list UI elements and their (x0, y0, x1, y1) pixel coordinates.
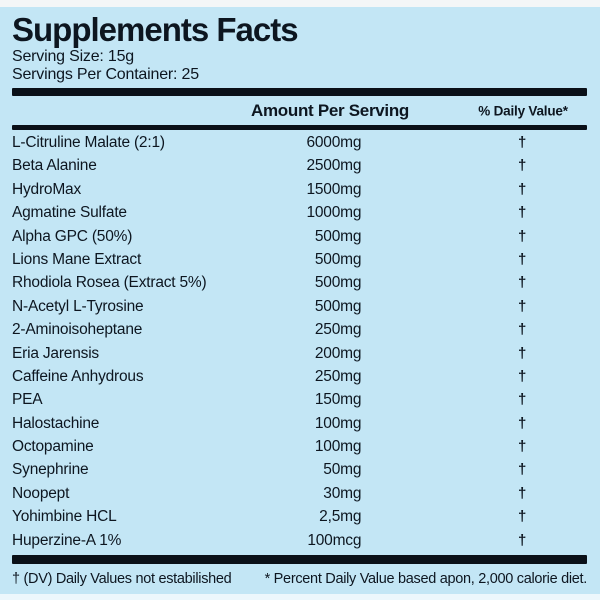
ingredient-name: Beta Alanine (12, 157, 97, 175)
table-row: L-Citruline Malate (2:1) 6000mg † (12, 131, 587, 154)
ingredient-name: Rhodiola Rosea (Extract 5%) (12, 274, 207, 292)
ingredient-name: Lions Mane Extract (12, 250, 142, 268)
table-row: Noopept 30mg † (12, 482, 587, 505)
daily-value-dagger: † (518, 250, 527, 268)
servings-per-container-text: Servings Per Container: 25 (12, 66, 199, 83)
divider-bar-bottom (12, 555, 587, 565)
daily-value-footnote: † (DV) Daily Values not estabilished (12, 571, 232, 588)
daily-value-dagger: † (518, 180, 527, 198)
table-row: Synephrine 50mg † (12, 458, 587, 481)
ingredient-name: Octopamine (12, 438, 94, 456)
ingredient-amount: 100mg (314, 438, 362, 456)
ingredient-name: N-Acetyl L-Tyrosine (12, 297, 144, 315)
daily-value-dagger: † (518, 344, 527, 362)
divider-bar-top (12, 88, 587, 96)
ingredient-name: PEA (12, 391, 43, 409)
table-row: Yohimbine HCL 2,5mg † (12, 505, 587, 528)
daily-value-dagger: † (518, 531, 527, 549)
divider-bar-header (12, 125, 587, 130)
table-row: Lions Mane Extract 500mg † (12, 248, 587, 271)
ingredient-amount: 6000mg (306, 134, 362, 151)
ingredient-name: Agmatine Sulfate (12, 204, 127, 222)
daily-value-dagger: † (518, 321, 527, 339)
ingredient-amount: 150mg (314, 391, 362, 409)
label-content: Supplements Facts Serving Size: 15g Serv… (0, 7, 600, 588)
daily-value-dagger: † (518, 414, 527, 432)
ingredient-name: HydroMax (12, 180, 82, 198)
ingredient-name: Halostachine (12, 414, 100, 432)
ingredient-amount: 500mg (314, 297, 362, 315)
ingredient-amount: 100mcg (307, 531, 362, 549)
daily-value-dagger: † (518, 367, 527, 385)
table-row: Octopamine 100mg † (12, 435, 587, 458)
table-column-header: Amount Per Serving % Daily Value* (12, 96, 587, 125)
table-row: Caffeine Anhydrous 250mg † (12, 365, 587, 388)
serving-size-text: Serving Size: 15g (12, 48, 135, 65)
table-row: Rhodiola Rosea (Extract 5%) 500mg † (12, 271, 587, 294)
ingredient-amount: 500mg (314, 250, 362, 268)
daily-value-dagger: † (518, 508, 527, 526)
daily-value-dagger: † (518, 438, 527, 456)
ingredient-amount: 2500mg (306, 157, 362, 175)
daily-value-dagger: † (518, 274, 527, 292)
table-row: N-Acetyl L-Tyrosine 500mg † (12, 295, 587, 318)
ingredient-name: Eria Jarensis (12, 344, 99, 362)
ingredient-table: L-Citruline Malate (2:1) 6000mg † Beta A… (12, 131, 587, 552)
ingredient-name: Alpha GPC (50%) (12, 227, 133, 245)
ingredient-amount: 1500mg (306, 180, 362, 198)
ingredient-name: Synephrine (12, 461, 89, 479)
column-header-daily-value: % Daily Value* (478, 103, 568, 118)
ingredient-name: L-Citruline Malate (2:1) (12, 134, 165, 151)
daily-value-dagger: † (518, 297, 527, 315)
ingredient-amount: 250mg (314, 367, 362, 385)
daily-value-dagger: † (518, 484, 527, 502)
ingredient-amount: 500mg (314, 274, 362, 292)
ingredient-name: Noopept (12, 484, 70, 502)
footnotes: † (DV) Daily Values not estabilished * P… (12, 570, 587, 588)
daily-value-dagger: † (518, 461, 527, 479)
table-row: PEA 150mg † (12, 388, 587, 411)
ingredient-name: Yohimbine HCL (12, 508, 117, 526)
table-row: Agmatine Sulfate 1000mg † (12, 201, 587, 224)
ingredient-name: Caffeine Anhydrous (12, 367, 144, 385)
ingredient-amount: 30mg (323, 484, 362, 502)
daily-value-dagger: † (518, 204, 527, 222)
ingredient-amount: 2,5mg (319, 508, 362, 526)
ingredient-name: Huperzine-A 1% (12, 531, 122, 549)
ingredient-amount: 100mg (314, 414, 362, 432)
column-header-amount: Amount Per Serving (250, 100, 410, 120)
ingredient-amount: 500mg (314, 227, 362, 245)
table-row: Halostachine 100mg † (12, 412, 587, 435)
ingredient-amount: 50mg (323, 461, 362, 479)
percent-daily-value-footnote: * Percent Daily Value based apon, 2,000 … (264, 571, 588, 588)
ingredient-amount: 1000mg (306, 204, 362, 222)
label-title: Supplements Facts (12, 11, 299, 48)
daily-value-dagger: † (518, 134, 527, 151)
table-row: 2-Aminoisoheptane 250mg † (12, 318, 587, 341)
daily-value-dagger: † (518, 227, 527, 245)
daily-value-dagger: † (518, 391, 527, 409)
daily-value-dagger: † (518, 157, 527, 175)
table-row: Eria Jarensis 200mg † (12, 342, 587, 365)
ingredient-amount: 250mg (314, 321, 362, 339)
table-row: Beta Alanine 2500mg † (12, 154, 587, 177)
bottom-border-strip (0, 594, 600, 600)
top-border-strip (0, 0, 600, 7)
ingredient-name: 2-Aminoisoheptane (12, 321, 143, 339)
ingredient-amount: 200mg (314, 344, 362, 362)
table-row: Huperzine-A 1% 100mcg † (12, 529, 587, 552)
table-row: Alpha GPC (50%) 500mg † (12, 225, 587, 248)
table-row: HydroMax 1500mg † (12, 178, 587, 201)
